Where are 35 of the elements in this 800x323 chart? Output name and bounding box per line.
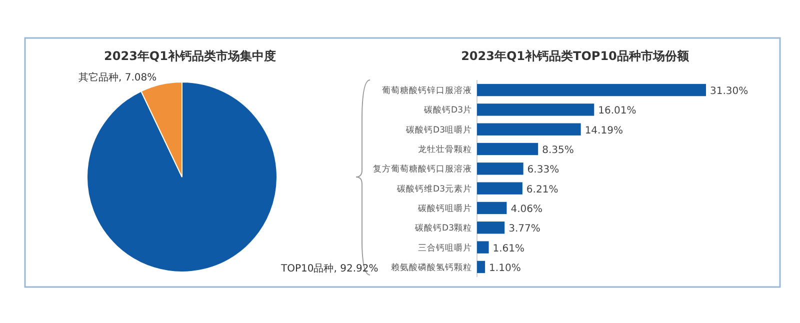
data-label: 1.61% [492, 243, 525, 254]
chart-title: 2023年Q1补钙品类市场集中度 [104, 49, 276, 63]
chart-title: 2023年Q1补钙品类TOP10品种市场份额 [461, 49, 690, 63]
data-label: 6.33% [527, 164, 560, 176]
bar [477, 182, 522, 194]
y-tick-label: 三合钙咀嚼片 [418, 242, 472, 254]
y-tick-label: 复方葡萄糖酸钙口服溶液 [373, 164, 472, 175]
pie-slice [86, 82, 278, 272]
bar [477, 202, 507, 214]
bar [477, 162, 524, 175]
bar [477, 222, 505, 234]
data-label: 14.19% [584, 125, 623, 136]
y-tick-label: 龙牡壮骨颗粒 [418, 144, 472, 156]
data-label: 3.77% [508, 224, 540, 235]
data-label: 8.35% [542, 145, 574, 156]
bar [477, 260, 486, 274]
y-tick-label: 碳酸钙咀嚼片 [417, 202, 472, 214]
data-label: 6.21% [526, 184, 558, 196]
y-tick-label: 葡萄糖酸钙锌口服溶液 [382, 85, 472, 96]
y-tick-label: 赖氨酸磷酸氢钙颗粒 [391, 262, 472, 273]
y-tick-label: 碳酸钙D3咀嚼片 [405, 124, 472, 136]
y-tick-label: 碳酸钙维D3元素片 [396, 183, 472, 194]
data-label: 16.01% [598, 106, 636, 117]
bar [477, 104, 594, 116]
y-tick-label: 碳酸钙D3片 [423, 104, 472, 116]
data-label: 31.30% [710, 86, 748, 98]
bar [477, 142, 538, 156]
data-label: 1.10% [489, 262, 521, 274]
data-label: 4.06% [510, 204, 542, 215]
slice-label: 其它品种, 7.08% [78, 71, 157, 84]
bar [477, 241, 489, 254]
slice-label: TOP10品种, 92.92% [280, 262, 378, 275]
bar [477, 84, 706, 96]
y-tick-label: 碳酸钙D3颗粒 [414, 222, 472, 234]
bar [477, 123, 581, 136]
